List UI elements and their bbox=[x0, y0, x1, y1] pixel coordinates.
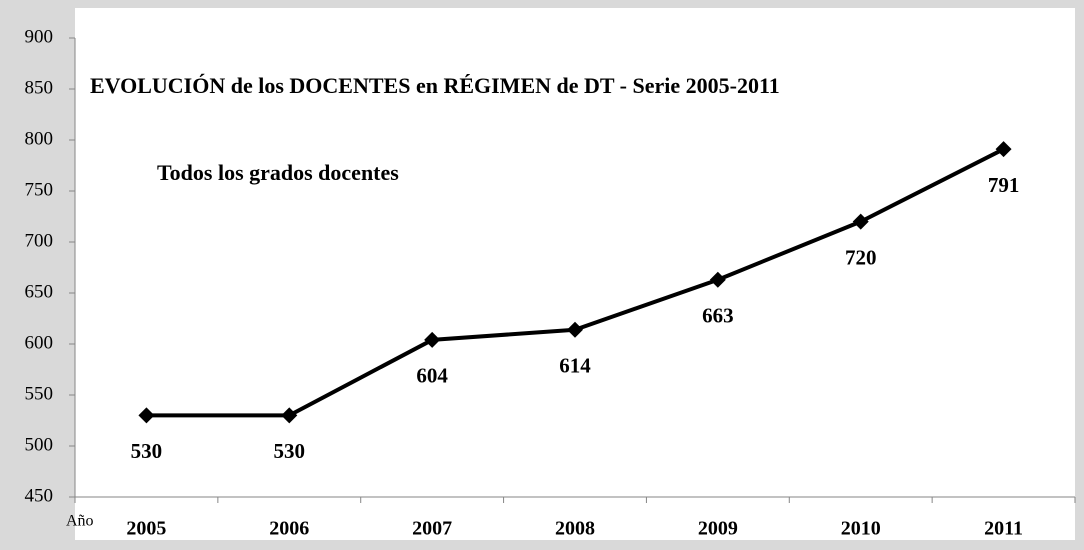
marker bbox=[424, 331, 441, 348]
data-label: 791 bbox=[988, 173, 1020, 197]
marker bbox=[567, 321, 583, 338]
y-tick-label: 450 bbox=[25, 485, 54, 506]
y-tick-label: 650 bbox=[25, 281, 54, 302]
x-tick-label: 2011 bbox=[984, 518, 1023, 540]
x-tick-label: 2007 bbox=[412, 518, 452, 540]
data-label: 530 bbox=[131, 439, 163, 463]
marker bbox=[995, 141, 1012, 158]
marker bbox=[709, 271, 726, 288]
y-tick-label: 550 bbox=[25, 383, 54, 404]
data-label: 614 bbox=[559, 354, 591, 378]
data-label: 530 bbox=[274, 439, 306, 463]
y-tick-label: 800 bbox=[25, 128, 54, 149]
y-tick-label: 900 bbox=[25, 26, 54, 47]
data-label: 663 bbox=[702, 304, 734, 328]
data-label: 720 bbox=[845, 245, 877, 269]
y-tick-label: 600 bbox=[25, 332, 54, 353]
marker bbox=[138, 407, 155, 424]
y-tick-label: 750 bbox=[25, 179, 54, 200]
plot-area bbox=[75, 8, 1075, 540]
data-label: 604 bbox=[416, 364, 448, 388]
x-tick-label: 2010 bbox=[841, 518, 881, 540]
y-tick-label: 500 bbox=[25, 434, 54, 455]
marker bbox=[281, 407, 298, 424]
y-tick-label: 700 bbox=[25, 230, 54, 251]
chart-title: EVOLUCIÓN de los DOCENTES en RÉGIMEN de … bbox=[90, 73, 780, 98]
x-tick-label: 2006 bbox=[269, 518, 309, 540]
x-tick-label: 2009 bbox=[698, 518, 738, 540]
x-axis-label: Año bbox=[66, 513, 94, 530]
x-tick-label: 2005 bbox=[126, 518, 166, 540]
y-tick-label: 850 bbox=[25, 77, 54, 98]
x-tick-label: 2008 bbox=[555, 518, 595, 540]
marker bbox=[852, 213, 869, 230]
chart-subtitle: Todos los grados docentes bbox=[157, 160, 399, 185]
